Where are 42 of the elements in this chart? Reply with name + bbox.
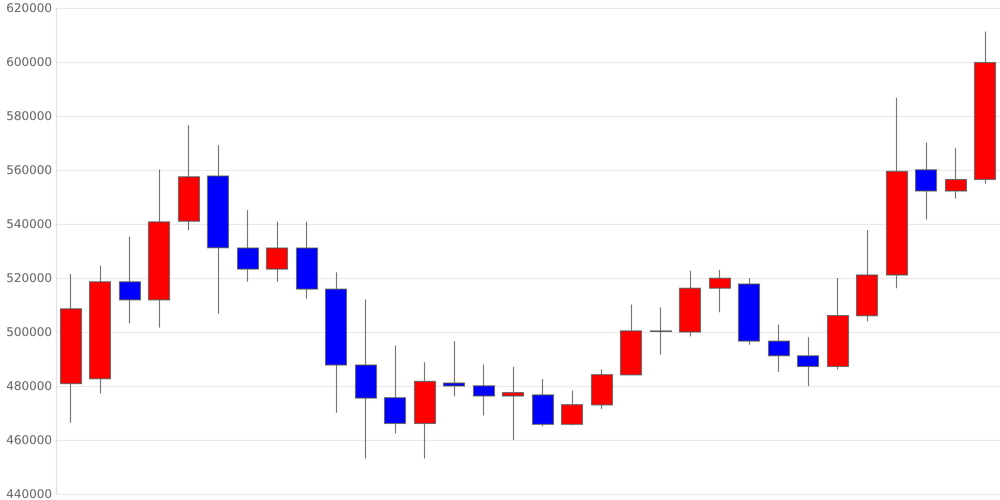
- candlestick: [89, 265, 111, 394]
- candlestick: [148, 168, 170, 328]
- y-tick-label: 580000: [6, 109, 52, 123]
- candlestick: [443, 340, 465, 397]
- y-tick-label: 560000: [6, 163, 52, 177]
- candlestick: [709, 269, 731, 313]
- candlestick: [502, 366, 524, 440]
- candlestick: [974, 30, 996, 184]
- y-tick-label: 600000: [6, 55, 52, 69]
- candlestick: [915, 142, 937, 220]
- candlestick: [237, 209, 259, 282]
- y-tick-label: 440000: [6, 487, 52, 500]
- candlestick: [296, 221, 318, 300]
- candlestick: [325, 272, 347, 414]
- y-tick-label: 520000: [6, 271, 52, 285]
- candlestick: [679, 270, 701, 337]
- candlestick: [620, 304, 642, 376]
- candlestick: [797, 336, 819, 386]
- y-tick-label: 480000: [6, 379, 52, 393]
- candlestick: [384, 345, 406, 434]
- y-tick-label: 500000: [6, 325, 52, 339]
- candlestick: [650, 306, 672, 356]
- candlestick: [591, 368, 613, 410]
- candlestick: [886, 97, 908, 289]
- candlestick: [266, 221, 288, 282]
- candlestick: [178, 124, 200, 231]
- y-tick-label: 540000: [6, 217, 52, 231]
- candlestick: [768, 324, 790, 372]
- y-tick-label: 460000: [6, 433, 52, 447]
- candlestick: [414, 362, 436, 459]
- candlestick: [738, 278, 760, 346]
- candlestick: [856, 230, 878, 322]
- candlestick: [945, 148, 967, 200]
- candlestick: [355, 298, 377, 459]
- y-tick-label: 620000: [6, 1, 52, 15]
- candlestick: [207, 144, 229, 314]
- candlestick: [119, 236, 141, 324]
- candlestick: [60, 273, 82, 424]
- candlestick: [473, 364, 495, 416]
- candlestick: [532, 378, 554, 427]
- candlestick: [561, 390, 583, 426]
- candlestick: [827, 278, 849, 370]
